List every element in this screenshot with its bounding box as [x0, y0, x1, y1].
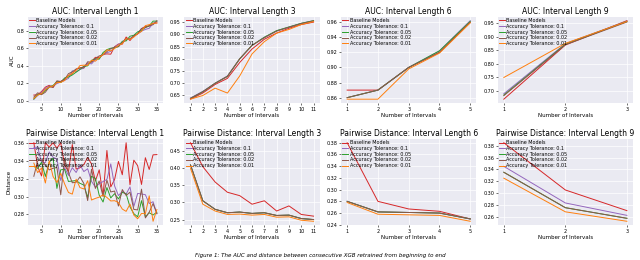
Title: Pairwise Distance: Interval Length 6: Pairwise Distance: Interval Length 6 — [340, 129, 478, 138]
Title: Pairwise Distance: Interval Length 9: Pairwise Distance: Interval Length 9 — [496, 129, 634, 138]
Legend: Baseline Models, Accuracy Tolerance: 0.1, Accuracy Tolerance: 0.05, Accuracy Tol: Baseline Models, Accuracy Tolerance: 0.1… — [499, 140, 568, 169]
Title: Pairwise Distance: Interval Length 1: Pairwise Distance: Interval Length 1 — [26, 129, 164, 138]
X-axis label: Number of Intervals: Number of Intervals — [68, 235, 123, 240]
Legend: Baseline Models, Accuracy Tolerance: 0.1, Accuracy Tolerance: 0.05, Accuracy Tol: Baseline Models, Accuracy Tolerance: 0.1… — [186, 140, 255, 169]
X-axis label: Number of Intervals: Number of Intervals — [381, 235, 436, 240]
Title: AUC: Interval Length 6: AUC: Interval Length 6 — [365, 7, 452, 16]
X-axis label: Number of Intervals: Number of Intervals — [68, 113, 123, 118]
Legend: Baseline Models, Accuracy Tolerance: 0.1, Accuracy Tolerance: 0.05, Accuracy Tol: Baseline Models, Accuracy Tolerance: 0.1… — [186, 18, 255, 47]
Legend: Baseline Models, Accuracy Tolerance: 0.1, Accuracy Tolerance: 0.05, Accuracy Tol: Baseline Models, Accuracy Tolerance: 0.1… — [29, 140, 98, 169]
X-axis label: Number of Intervals: Number of Intervals — [538, 235, 593, 240]
Text: Figure 1: The AUC and distance between consecutive XGB retrained from beginning : Figure 1: The AUC and distance between c… — [195, 254, 445, 258]
Legend: Baseline Models, Accuracy Tolerance: 0.1, Accuracy Tolerance: 0.05, Accuracy Tol: Baseline Models, Accuracy Tolerance: 0.1… — [499, 18, 568, 47]
Legend: Baseline Models, Accuracy Tolerance: 0.1, Accuracy Tolerance: 0.05, Accuracy Tol: Baseline Models, Accuracy Tolerance: 0.1… — [29, 18, 98, 47]
X-axis label: Number of Intervals: Number of Intervals — [381, 113, 436, 118]
Title: Pairwise Distance: Interval Length 3: Pairwise Distance: Interval Length 3 — [183, 129, 321, 138]
Y-axis label: AUC: AUC — [10, 54, 15, 66]
Y-axis label: Distance: Distance — [7, 170, 12, 194]
Title: AUC: Interval Length 1: AUC: Interval Length 1 — [52, 7, 139, 16]
X-axis label: Number of Intervals: Number of Intervals — [538, 113, 593, 118]
Legend: Baseline Models, Accuracy Tolerance: 0.1, Accuracy Tolerance: 0.05, Accuracy Tol: Baseline Models, Accuracy Tolerance: 0.1… — [342, 18, 412, 47]
X-axis label: Number of Intervals: Number of Intervals — [225, 235, 280, 240]
Title: AUC: Interval Length 9: AUC: Interval Length 9 — [522, 7, 609, 16]
Title: AUC: Interval Length 3: AUC: Interval Length 3 — [209, 7, 295, 16]
Legend: Baseline Models, Accuracy Tolerance: 0.1, Accuracy Tolerance: 0.05, Accuracy Tol: Baseline Models, Accuracy Tolerance: 0.1… — [342, 140, 412, 169]
X-axis label: Number of Intervals: Number of Intervals — [225, 113, 280, 118]
